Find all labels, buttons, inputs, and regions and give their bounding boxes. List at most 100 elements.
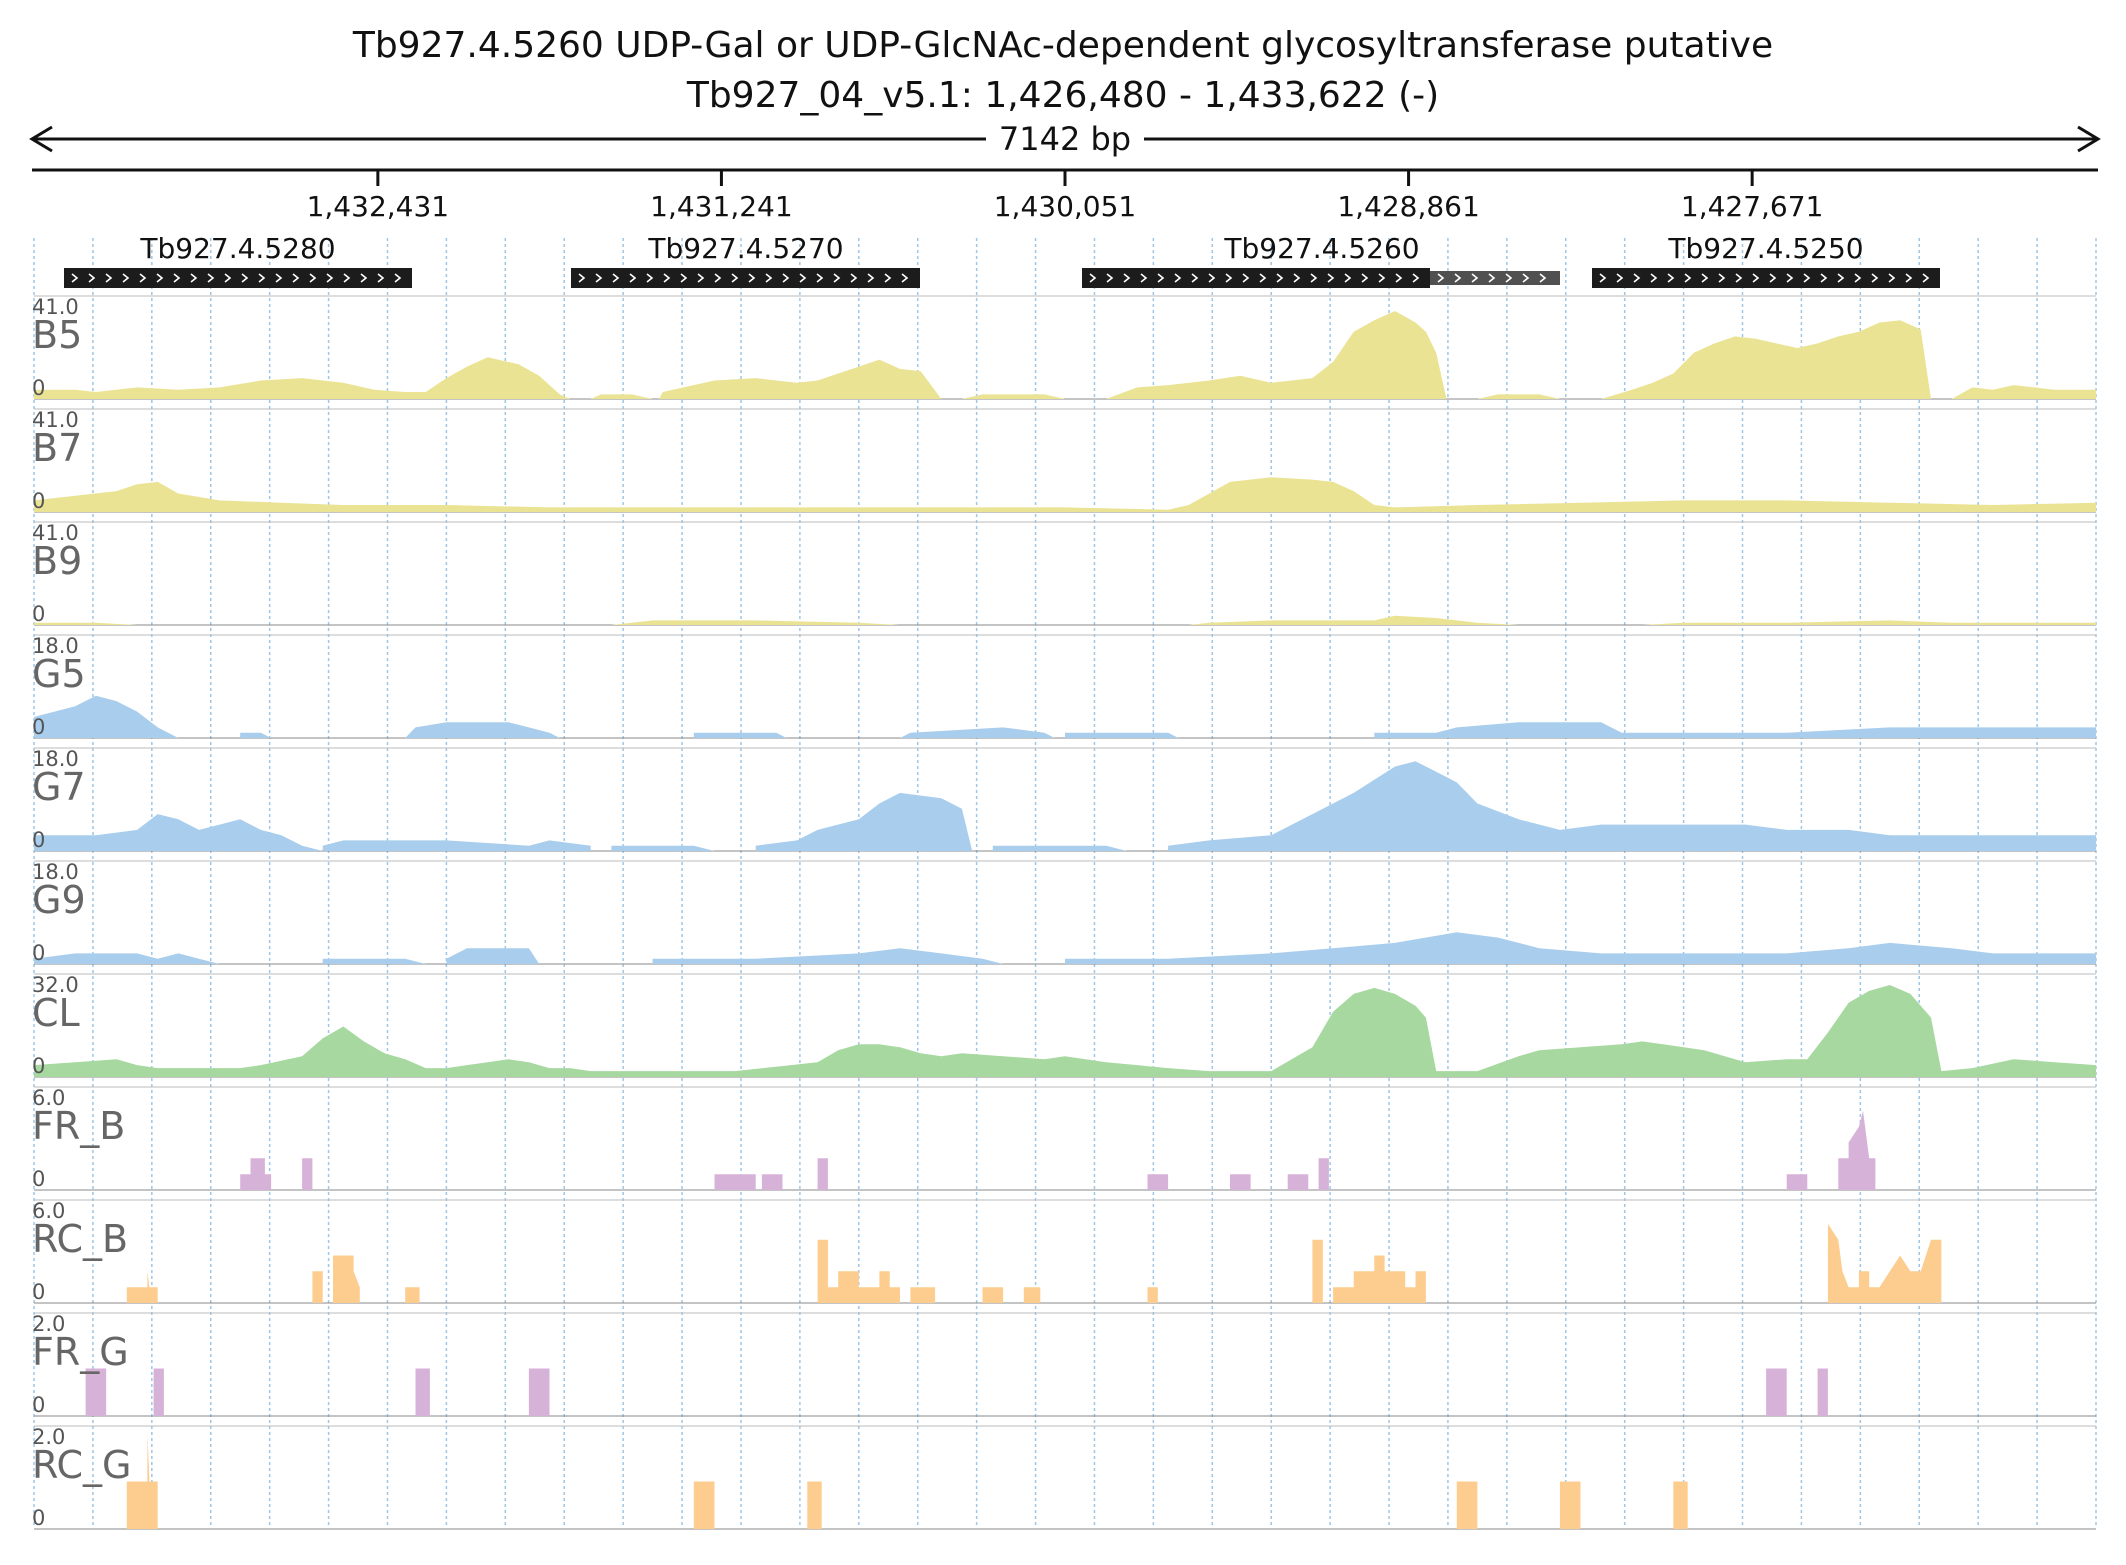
track-name-label: G9	[32, 878, 86, 922]
strand-arrow-icon	[850, 273, 858, 283]
strand-arrow-icon	[275, 273, 283, 283]
strand-arrow-icon	[1735, 273, 1743, 283]
strand-arrow-icon	[1225, 273, 1233, 283]
axis-tick-label: 1,432,431	[307, 190, 450, 223]
strand-arrow-icon	[292, 273, 300, 283]
strand-arrow-icon	[1378, 273, 1386, 283]
strand-arrow-icon	[139, 273, 147, 283]
strand-arrow-icon	[1505, 273, 1513, 283]
gene-feature	[64, 268, 412, 288]
strand-arrow-icon	[309, 273, 317, 283]
track-max-label: 6.0	[32, 1199, 65, 1223]
strand-arrow-icon	[1718, 273, 1726, 283]
strand-arrow-icon	[816, 273, 824, 283]
strand-arrow-icon	[1922, 273, 1930, 283]
strand-arrow-icon	[748, 273, 756, 283]
track-name-label: FR_B	[32, 1104, 125, 1148]
track-max-label: 32.0	[32, 973, 79, 997]
coverage-area	[34, 1368, 2096, 1416]
track-cl: 32.0CL 0	[32, 973, 2096, 1078]
axis-tick-label: 1,430,051	[994, 190, 1137, 223]
arrow-left-icon	[29, 125, 53, 153]
figure-subtitle: Tb927_04_v5.1: 1,426,480 - 1,433,622 (-)	[686, 75, 1439, 116]
track-max-label: 18.0	[32, 860, 79, 884]
track-max-label: 2.0	[32, 1425, 65, 1449]
strand-arrow-icon	[714, 273, 722, 283]
track-min-label: 0	[32, 1280, 45, 1304]
axis-tick-label: 1,431,241	[650, 190, 793, 223]
strand-arrow-icon	[88, 273, 96, 283]
track-min-label: 0	[32, 376, 45, 400]
strand-arrow-icon	[343, 273, 351, 283]
gene-feature	[1082, 268, 1560, 288]
strand-arrow-icon	[1803, 273, 1811, 283]
coverage-area	[34, 761, 2096, 851]
track-name-label: B7	[32, 426, 82, 470]
gene-cds-bar	[64, 268, 412, 288]
coverage-area	[34, 985, 2096, 1077]
strand-arrow-icon	[1650, 273, 1658, 283]
strand-arrow-icon	[680, 273, 688, 283]
track-name-label: B5	[32, 313, 82, 357]
track-name-label: G7	[32, 765, 86, 809]
strand-arrow-icon	[1786, 273, 1794, 283]
strand-arrow-icon	[105, 273, 113, 283]
strand-arrow-icon	[629, 273, 637, 283]
track-name-label: FR_G	[32, 1330, 129, 1374]
strand-arrow-icon	[731, 273, 739, 283]
arrow-right-icon	[2077, 125, 2101, 153]
coverage-area	[34, 932, 2096, 964]
track-max-label: 2.0	[32, 1312, 65, 1336]
coverage-area	[34, 1110, 2096, 1190]
strand-arrow-icon	[1293, 273, 1301, 283]
strand-arrow-icon	[1633, 273, 1641, 283]
gene-label: Tb927.4.5280	[139, 232, 335, 265]
strand-arrow-icon	[799, 273, 807, 283]
track-max-label: 41.0	[32, 295, 79, 319]
track-fr-b: 6.0FR_B 0	[32, 1086, 2096, 1191]
strand-arrow-icon	[326, 273, 334, 283]
strand-arrow-icon	[578, 273, 586, 283]
strand-arrow-icon	[1684, 273, 1692, 283]
strand-arrow-icon	[697, 273, 705, 283]
strand-arrow-icon	[1106, 273, 1114, 283]
strand-arrow-icon	[1701, 273, 1709, 283]
strand-arrow-icon	[1344, 273, 1352, 283]
strand-arrow-icon	[1854, 273, 1862, 283]
strand-arrow-icon	[1242, 273, 1250, 283]
track-max-label: 18.0	[32, 634, 79, 658]
coverage-area	[34, 311, 2096, 399]
strand-arrow-icon	[1837, 273, 1845, 283]
strand-arrow-icon	[377, 273, 385, 283]
gene-annotation-track: Tb927.4.5280 Tb927.4.5270 Tb927.4.5260 Tb92…	[64, 232, 1940, 288]
strand-arrow-icon	[1488, 273, 1496, 283]
strand-arrow-icon	[1174, 273, 1182, 283]
strand-arrow-icon	[156, 273, 164, 283]
track-min-label: 0	[32, 1393, 45, 1417]
track-rc-b: 6.0RC_B 0	[32, 1199, 2096, 1304]
strand-arrow-icon	[224, 273, 232, 283]
strand-arrow-icon	[901, 273, 909, 283]
strand-arrow-icon	[1454, 273, 1462, 283]
strand-arrow-icon	[1089, 273, 1097, 283]
strand-arrow-icon	[394, 273, 402, 283]
strand-arrow-icon	[1361, 273, 1369, 283]
axis-tick-label: 1,428,861	[1337, 190, 1480, 223]
track-max-label: 41.0	[32, 408, 79, 432]
track-max-label: 18.0	[32, 747, 79, 771]
strand-arrow-icon	[1471, 273, 1479, 283]
track-min-label: 0	[32, 1054, 45, 1078]
strand-arrow-icon	[884, 273, 892, 283]
strand-arrow-icon	[173, 273, 181, 283]
strand-arrow-icon	[1140, 273, 1148, 283]
strand-arrow-icon	[207, 273, 215, 283]
strand-arrow-icon	[1259, 273, 1267, 283]
strand-arrow-icon	[190, 273, 198, 283]
track-name-label: G5	[32, 652, 86, 696]
coverage-area	[34, 695, 2096, 738]
strand-arrow-icon	[258, 273, 266, 283]
track-name-label: CL	[32, 991, 80, 1035]
track-name-label: RC_B	[32, 1217, 128, 1261]
